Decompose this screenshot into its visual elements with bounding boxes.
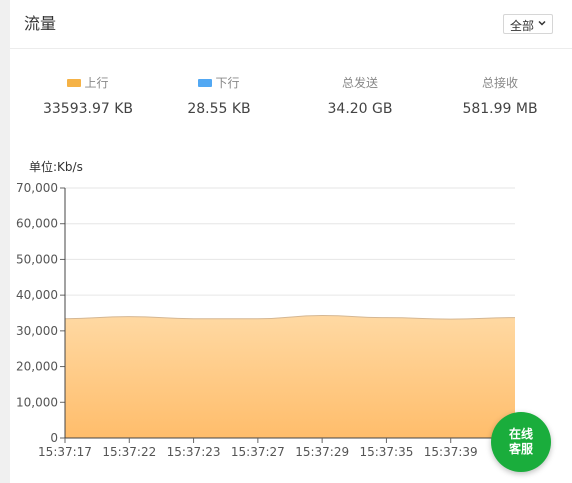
stat-total-received-label: 总接收 bbox=[481, 76, 518, 90]
panel-header: 流量 全部 bbox=[10, 0, 572, 49]
x-tick-label: 15:37:22 bbox=[102, 445, 156, 459]
x-tick-label: 15:37:17 bbox=[38, 445, 92, 459]
stat-download-value: 28.55 KB bbox=[187, 101, 251, 117]
x-tick-label: 15:37:23 bbox=[167, 445, 221, 459]
chevron-down-icon bbox=[538, 20, 546, 26]
chart-unit-label: 单位:Kb/s bbox=[29, 160, 83, 174]
panel-title: 流量 bbox=[24, 14, 57, 33]
y-tick-label: 30,000 bbox=[16, 324, 58, 338]
y-tick-label: 10,000 bbox=[16, 395, 58, 409]
y-tick-label: 50,000 bbox=[16, 252, 58, 266]
y-tick-label: 20,000 bbox=[16, 360, 58, 374]
stat-download: 下行 28.55 KB bbox=[144, 75, 294, 118]
time-range-value: 全部 bbox=[510, 19, 535, 33]
stat-total-received-value: 581.99 MB bbox=[462, 101, 538, 117]
stat-upload-label: 上行 bbox=[84, 76, 109, 90]
x-tick-label: 15:37:39 bbox=[424, 445, 478, 459]
x-tick-label: 15:37:35 bbox=[359, 445, 413, 459]
download-legend-swatch bbox=[198, 79, 213, 87]
upload-series-area bbox=[65, 315, 515, 438]
stat-download-label: 下行 bbox=[215, 76, 240, 90]
x-tick-label: 15:37:29 bbox=[295, 445, 349, 459]
stat-total-sent-value: 34.20 GB bbox=[327, 101, 393, 117]
stat-upload: 上行 33593.97 KB bbox=[13, 75, 163, 118]
stat-total-sent-label: 总发送 bbox=[341, 76, 378, 90]
chat-button-line1: 在线 bbox=[508, 427, 533, 441]
y-tick-label: 0 bbox=[50, 431, 58, 445]
chat-button-line2: 客服 bbox=[508, 442, 533, 456]
online-support-button[interactable]: 在线 客服 bbox=[491, 412, 551, 472]
upload-series-line bbox=[64, 314, 516, 320]
time-range-select[interactable]: 全部 bbox=[503, 14, 553, 34]
stat-upload-value: 33593.97 KB bbox=[42, 101, 134, 117]
y-tick-label: 40,000 bbox=[16, 288, 58, 302]
y-tick-label: 70,000 bbox=[16, 181, 58, 195]
stat-total-sent: 总发送 34.20 GB bbox=[285, 75, 435, 118]
x-tick-label: 15:37:27 bbox=[231, 445, 285, 459]
stat-total-received: 总接收 581.99 MB bbox=[425, 75, 572, 118]
y-tick-label: 60,000 bbox=[16, 217, 58, 231]
upload-legend-swatch bbox=[67, 79, 82, 87]
